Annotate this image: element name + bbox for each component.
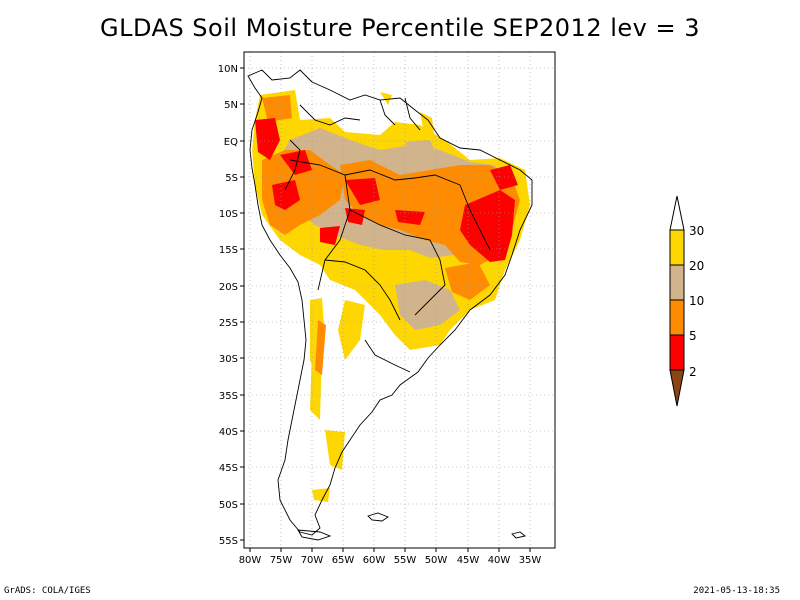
color-bar bbox=[669, 195, 685, 407]
legend-5-10 bbox=[669, 299, 685, 336]
coastlines-borders bbox=[247, 69, 533, 541]
lon-label-50w: 50W bbox=[425, 555, 448, 566]
legend-10-20 bbox=[669, 264, 685, 301]
legend-label-20: 20 bbox=[689, 259, 704, 273]
lat-label-5s: 5S bbox=[225, 173, 238, 184]
shade-2-5-peru bbox=[272, 180, 300, 210]
falklands bbox=[367, 512, 389, 522]
shade-2-5-amazon3 bbox=[345, 208, 365, 225]
footer-credit: GrADS: COLA/IGES bbox=[4, 586, 91, 596]
map-frame bbox=[243, 51, 556, 549]
lat-ticks bbox=[240, 67, 244, 541]
lat-label-45s: 45S bbox=[219, 463, 238, 474]
shade-2-5-amazon4 bbox=[395, 210, 425, 225]
border-9 bbox=[459, 184, 491, 251]
lon-label-35w: 35W bbox=[519, 555, 542, 566]
lon-label-65w: 65W bbox=[332, 555, 355, 566]
shade-2-5-amazon2 bbox=[345, 178, 380, 205]
lat-label-5n: 5N bbox=[224, 100, 238, 111]
border-1 bbox=[289, 159, 461, 186]
lat-label-10s: 10S bbox=[219, 209, 238, 220]
border-5 bbox=[299, 104, 361, 126]
lon-label-70w: 70W bbox=[301, 555, 324, 566]
legend-label-2: 2 bbox=[689, 365, 697, 379]
lat-label-35s: 35S bbox=[219, 391, 238, 402]
lat-label-eq: EQ bbox=[224, 137, 238, 148]
lon-label-60w: 60W bbox=[363, 555, 386, 566]
lon-label-55w: 55W bbox=[394, 555, 417, 566]
border-8 bbox=[284, 139, 301, 191]
legend-2-5 bbox=[669, 334, 685, 371]
lon-label-80w: 80W bbox=[239, 555, 262, 566]
shade-20-30-pat2 bbox=[312, 488, 330, 502]
legend-gt30-triangle bbox=[669, 195, 685, 231]
border-7 bbox=[379, 99, 396, 126]
percentile-shading bbox=[252, 90, 530, 502]
lat-label-15s: 15S bbox=[219, 245, 238, 256]
tierra-del-fuego bbox=[297, 529, 332, 541]
legend-label-5: 5 bbox=[689, 329, 697, 343]
border-4 bbox=[324, 259, 401, 321]
lat-lon-grid bbox=[244, 52, 555, 548]
shade-20-30-north bbox=[380, 92, 392, 105]
border-2 bbox=[317, 174, 351, 291]
lon-label-75w: 75W bbox=[270, 555, 293, 566]
south-america-coastline bbox=[247, 69, 533, 536]
shade-5-10-west bbox=[262, 150, 345, 235]
shade-10-20-amapa bbox=[405, 140, 440, 165]
map-title: GLDAS Soil Moisture Percentile SEP2012 l… bbox=[100, 14, 700, 42]
south-georgia bbox=[511, 531, 527, 539]
legend-label-30: 30 bbox=[689, 224, 704, 238]
shade-2-5-ne1 bbox=[460, 190, 515, 262]
border-3 bbox=[349, 209, 446, 316]
shade-2-5-amazon1 bbox=[280, 150, 312, 175]
shade-20-30-pat1 bbox=[325, 430, 345, 470]
shade-5-10-se bbox=[445, 262, 490, 300]
shade-20-30-guiana bbox=[420, 112, 435, 140]
border-6 bbox=[404, 97, 421, 131]
lat-label-55s: 55S bbox=[219, 536, 238, 547]
lon-ticks bbox=[249, 548, 531, 552]
shade-10-20-south bbox=[395, 280, 460, 330]
lat-label-10n: 10N bbox=[218, 64, 238, 75]
footer-timestamp: 2021-05-13-18:35 bbox=[693, 586, 780, 596]
shade-5-10-north bbox=[262, 95, 292, 122]
legend-label-10: 10 bbox=[689, 294, 704, 308]
shade-2-5-center bbox=[320, 226, 340, 245]
lon-label-45w: 45W bbox=[457, 555, 480, 566]
shade-5-10-chile bbox=[315, 320, 326, 375]
shade-20-30-arg1 bbox=[338, 300, 365, 360]
legend-20-30 bbox=[669, 229, 685, 266]
legend-lt2-triangle bbox=[669, 369, 685, 407]
lat-label-30s: 30S bbox=[219, 354, 238, 365]
shade-2-5-colombia bbox=[255, 118, 280, 160]
lat-label-50s: 50S bbox=[219, 500, 238, 511]
lat-label-25s: 25S bbox=[219, 318, 238, 329]
lat-label-20s: 20S bbox=[219, 282, 238, 293]
lat-label-40s: 40S bbox=[219, 427, 238, 438]
shade-2-5-ne2 bbox=[490, 165, 518, 190]
lon-label-40w: 40W bbox=[488, 555, 511, 566]
border-10 bbox=[364, 339, 411, 373]
